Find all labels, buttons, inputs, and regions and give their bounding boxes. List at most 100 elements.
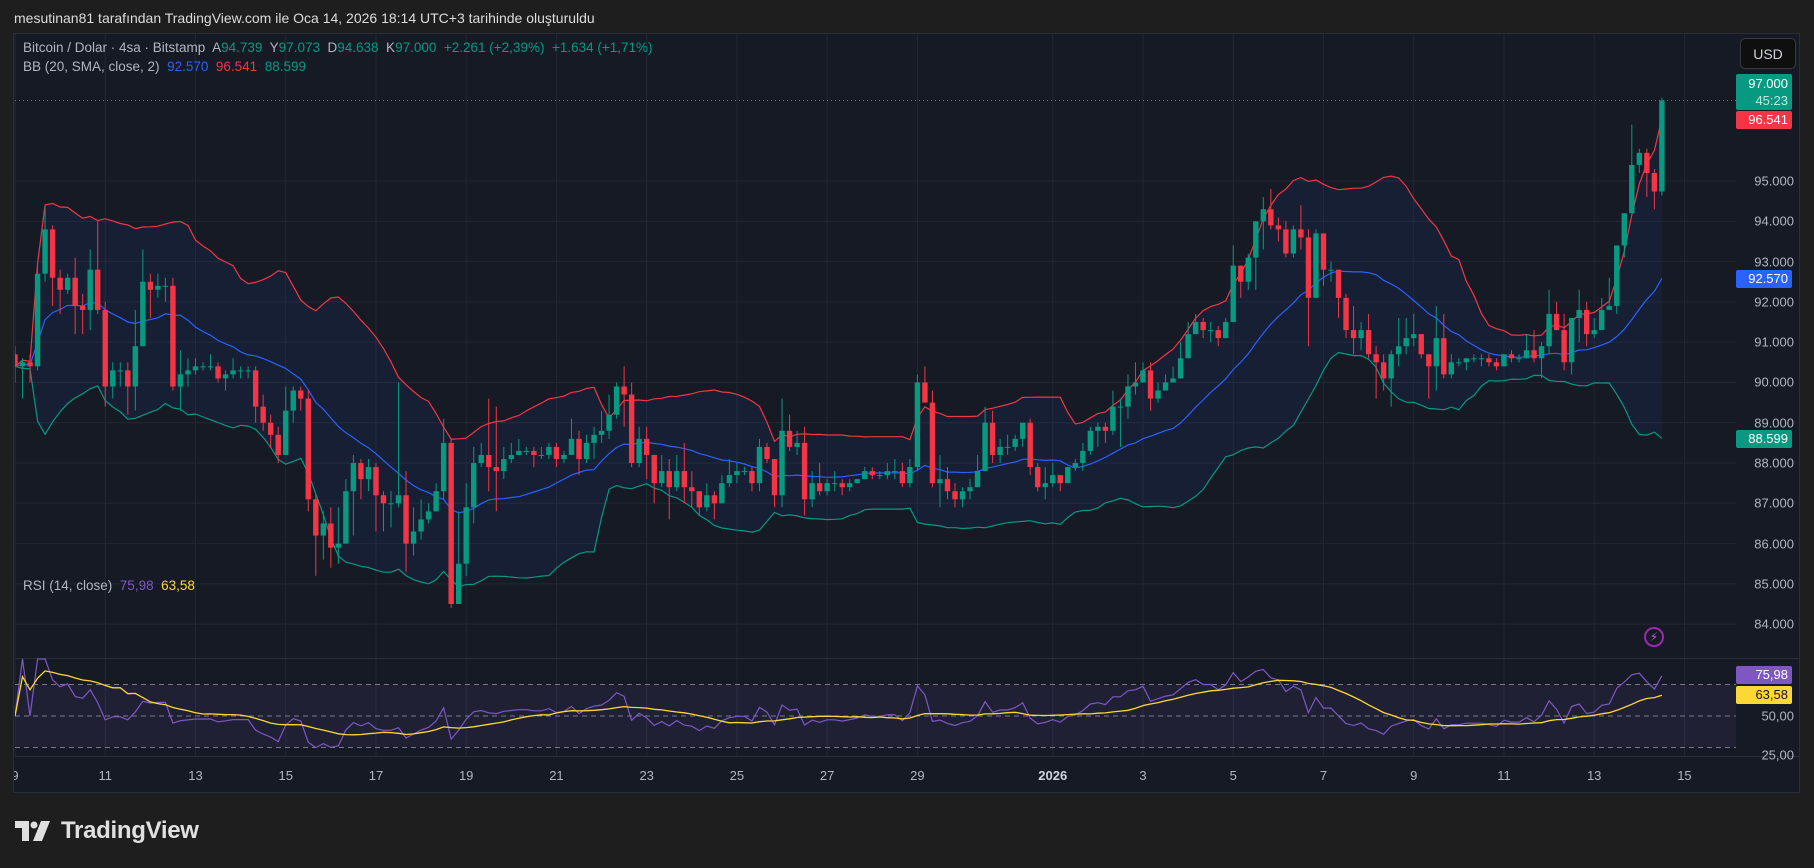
candle-body xyxy=(1305,237,1312,298)
candle-body xyxy=(140,281,146,347)
time-tick-label: 23 xyxy=(639,768,654,783)
change-value: +2.261 (+2,39%) xyxy=(443,40,545,55)
candle-body xyxy=(869,471,875,476)
candle-body xyxy=(207,366,214,368)
candle-body xyxy=(1418,334,1424,355)
candle-body xyxy=(1087,430,1094,451)
main-pane xyxy=(15,97,1665,609)
tradingview-logo-icon xyxy=(15,821,50,841)
candle-body xyxy=(1200,322,1206,331)
candle-body xyxy=(1621,213,1627,246)
rsi-title[interactable]: RSI (14, close) xyxy=(23,578,113,593)
time-tick-label: 3 xyxy=(1139,768,1147,783)
last-price-value: 97.000 xyxy=(1748,76,1788,92)
tradingview-logo[interactable]: TradingView xyxy=(15,817,199,845)
candle-body xyxy=(418,519,424,532)
candle-body xyxy=(34,273,41,367)
candle-body xyxy=(1365,330,1372,355)
candle-body xyxy=(373,467,379,496)
high-value: 97.073 xyxy=(278,40,320,55)
candle-body xyxy=(87,269,93,310)
candle-body xyxy=(1426,354,1432,367)
candle-body xyxy=(380,495,387,504)
candle-body xyxy=(1313,233,1319,298)
candle-body xyxy=(779,430,785,496)
chart-frame[interactable]: Bitcoin / Dolar · 4sa · Bitstamp A94.739… xyxy=(13,33,1800,793)
candle-body xyxy=(162,285,169,287)
candle-body xyxy=(809,483,815,500)
candle-body xyxy=(1373,354,1379,363)
candle-body xyxy=(463,507,469,564)
candle-body xyxy=(1147,370,1154,399)
symbol-title[interactable]: Bitcoin / Dolar · 4sa · Bitstamp xyxy=(23,40,206,55)
candle-body xyxy=(1035,467,1041,488)
candle-body xyxy=(132,346,139,387)
candle-body xyxy=(1072,463,1079,468)
candle-body xyxy=(1478,358,1485,360)
bb-title[interactable]: BB (20, SMA, close, 2) xyxy=(23,59,160,74)
candle-body xyxy=(689,487,695,492)
candle-body xyxy=(1606,305,1612,310)
price-tick-label: 84.000 xyxy=(1754,616,1794,632)
bb-basis-line xyxy=(15,270,1663,514)
candle-body xyxy=(192,366,199,371)
candle-body xyxy=(237,370,244,372)
candle-body xyxy=(493,467,499,472)
bb-legend[interactable]: BB (20, SMA, close, 2) 92.570 96.541 88.… xyxy=(23,59,306,74)
candle-body xyxy=(598,430,605,435)
candle-body xyxy=(1486,358,1492,363)
time-tick-label: 2026 xyxy=(1038,768,1068,783)
candle-body xyxy=(929,402,936,484)
candlestick-chart[interactable] xyxy=(13,33,1800,793)
rsi-ma-label: 63,58 xyxy=(1736,685,1792,704)
tradingview-wordmark: TradingView xyxy=(61,817,199,844)
candle-body xyxy=(726,475,733,484)
bb-upper-value: 96.541 xyxy=(215,59,258,74)
symbol-legend[interactable]: Bitcoin / Dolar · 4sa · Bitstamp A94.739… xyxy=(23,40,653,55)
candle-body xyxy=(1260,209,1267,222)
rsi-legend[interactable]: RSI (14, close) 75,98 63,58 xyxy=(23,578,195,593)
candle-body xyxy=(478,454,484,464)
candle-body xyxy=(1268,209,1274,226)
candle-body xyxy=(1012,438,1018,447)
candle-body xyxy=(1057,475,1063,484)
candle-body xyxy=(719,483,725,504)
candle-body xyxy=(222,374,229,379)
candle-body xyxy=(974,471,981,488)
candle-body xyxy=(252,370,259,407)
candle-body xyxy=(365,467,372,480)
candle-body xyxy=(1192,322,1199,335)
candle-body xyxy=(350,463,357,492)
last-price-label: 97.000 45:23 xyxy=(1736,74,1792,111)
candle-body xyxy=(741,471,748,473)
candle-body xyxy=(1523,350,1530,359)
candle-body xyxy=(681,471,687,488)
candle-body xyxy=(1403,338,1409,347)
candle-body xyxy=(1125,386,1131,407)
candle-body xyxy=(1215,330,1221,339)
candle-body xyxy=(568,438,575,455)
candle-body xyxy=(816,483,823,492)
candle-body xyxy=(1132,382,1139,387)
candle-body xyxy=(1576,309,1582,319)
candle-body xyxy=(764,446,770,459)
price-tick-label: 85.000 xyxy=(1754,576,1794,592)
currency-button[interactable]: USD xyxy=(1740,38,1796,69)
bb-basis-value: 92.570 xyxy=(167,59,209,74)
candle-body xyxy=(1636,152,1643,165)
candle-body xyxy=(177,374,184,387)
rsi-value-label: 75,98 xyxy=(1736,666,1792,685)
candle-body xyxy=(1493,362,1500,367)
candle-body xyxy=(1095,426,1101,431)
candle-body xyxy=(952,491,958,500)
candle-body xyxy=(425,511,432,520)
candle-body xyxy=(1042,483,1048,488)
candle-body xyxy=(561,454,567,459)
candle-body xyxy=(1170,378,1176,383)
candle-body xyxy=(1275,225,1282,230)
lightning-icon[interactable]: ⚡︎ xyxy=(1644,627,1664,647)
time-tick-label: 13 xyxy=(1586,768,1602,783)
candle-body xyxy=(433,491,439,512)
candle-body xyxy=(1283,229,1289,254)
rsi-pane xyxy=(15,658,1663,749)
